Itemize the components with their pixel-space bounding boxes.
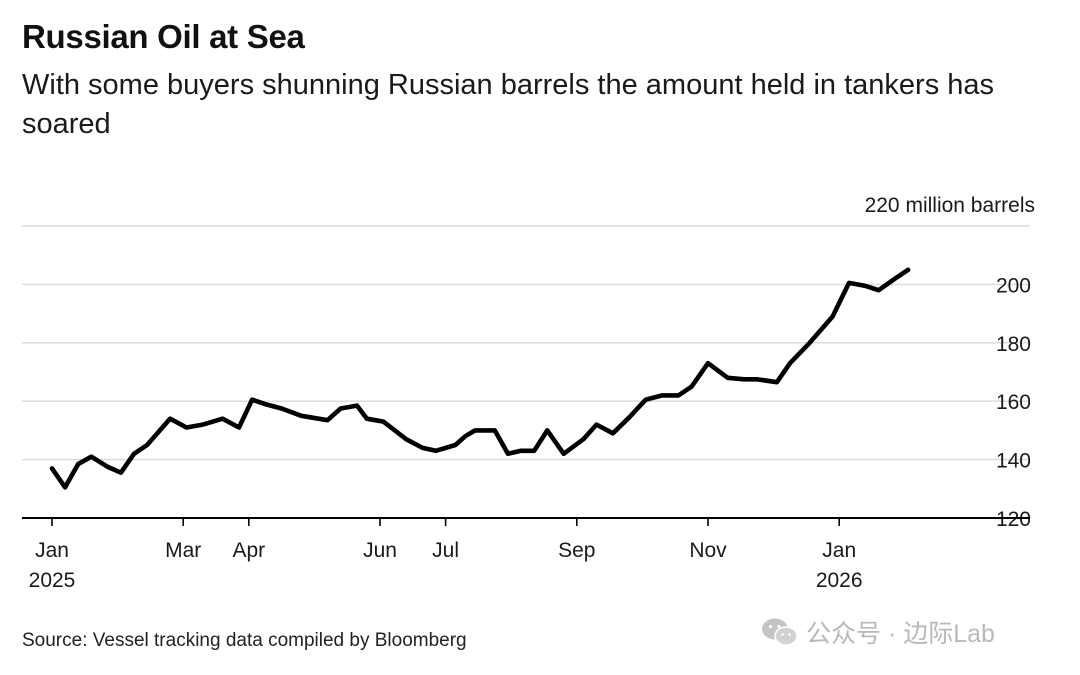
chart-subtitle: With some buyers shunning Russian barrel…	[22, 69, 995, 140]
y-tick-label: 200	[996, 274, 1031, 297]
x-tick-label: Jun	[363, 539, 397, 562]
x-tick-label: Nov	[689, 539, 727, 562]
y-tick-label: 120	[996, 508, 1031, 531]
x-tick-label: Jul	[432, 539, 459, 562]
y-tick-label: 180	[996, 333, 1031, 356]
x-tick-year-label: 2026	[816, 569, 863, 592]
chart-title: Russian Oil at Sea	[22, 18, 305, 55]
y-tick-label: 140	[996, 450, 1031, 473]
x-tick-label: Jan	[822, 539, 856, 562]
x-tick-label: Apr	[232, 539, 265, 562]
y-axis-unit-label: 220 million barrels	[865, 194, 1035, 217]
watermark-text: 公众号 · 边际Lab	[806, 620, 995, 648]
x-tick-label: Sep	[558, 539, 595, 562]
watermark: 公众号 · 边际Lab	[760, 614, 995, 650]
x-tick-label: Mar	[165, 539, 201, 562]
series-line	[49, 267, 911, 490]
source-note: Source: Vessel tracking data compiled by…	[22, 630, 467, 651]
y-tick-label: 160	[996, 391, 1031, 414]
x-tick-label: Jan	[35, 539, 69, 562]
x-tick-year-label: 2025	[29, 569, 76, 592]
wechat-icon	[762, 618, 798, 646]
